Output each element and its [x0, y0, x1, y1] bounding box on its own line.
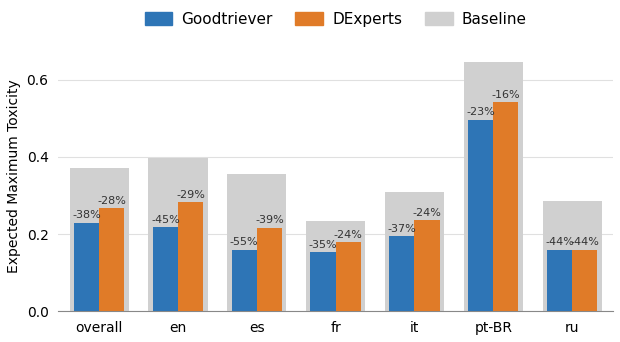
Text: -38%: -38% — [72, 210, 101, 221]
Bar — [464, 62, 523, 311]
Bar — [389, 236, 414, 311]
Text: -24%: -24% — [413, 208, 441, 218]
Bar — [547, 250, 572, 311]
Bar — [153, 227, 178, 311]
Text: -55%: -55% — [230, 237, 259, 247]
Text: -45%: -45% — [151, 215, 180, 225]
Bar — [74, 223, 99, 311]
Bar — [69, 169, 129, 311]
Text: -23%: -23% — [466, 107, 495, 117]
Bar — [335, 242, 361, 311]
Bar — [228, 174, 286, 311]
Bar — [468, 120, 494, 311]
Text: -29%: -29% — [176, 190, 205, 200]
Bar — [542, 201, 601, 311]
Bar — [148, 158, 208, 311]
Text: -44%: -44% — [545, 237, 574, 247]
Bar — [232, 250, 257, 311]
Text: -44%: -44% — [570, 237, 599, 247]
Bar — [99, 209, 125, 311]
Bar — [257, 228, 282, 311]
Text: -24%: -24% — [334, 230, 363, 240]
Bar — [414, 220, 440, 311]
Text: -28%: -28% — [97, 196, 126, 206]
Bar — [572, 250, 597, 311]
Text: -35%: -35% — [309, 240, 337, 250]
Bar — [306, 221, 365, 311]
Bar — [311, 252, 335, 311]
Bar — [494, 102, 518, 311]
Bar — [178, 202, 203, 311]
Text: -16%: -16% — [492, 90, 520, 100]
Y-axis label: Expected Maximum Toxicity: Expected Maximum Toxicity — [7, 79, 21, 273]
Bar — [385, 192, 444, 311]
Text: -39%: -39% — [255, 215, 284, 225]
Text: -37%: -37% — [388, 224, 416, 234]
Legend: Goodtriever, DExperts, Baseline: Goodtriever, DExperts, Baseline — [138, 5, 533, 33]
